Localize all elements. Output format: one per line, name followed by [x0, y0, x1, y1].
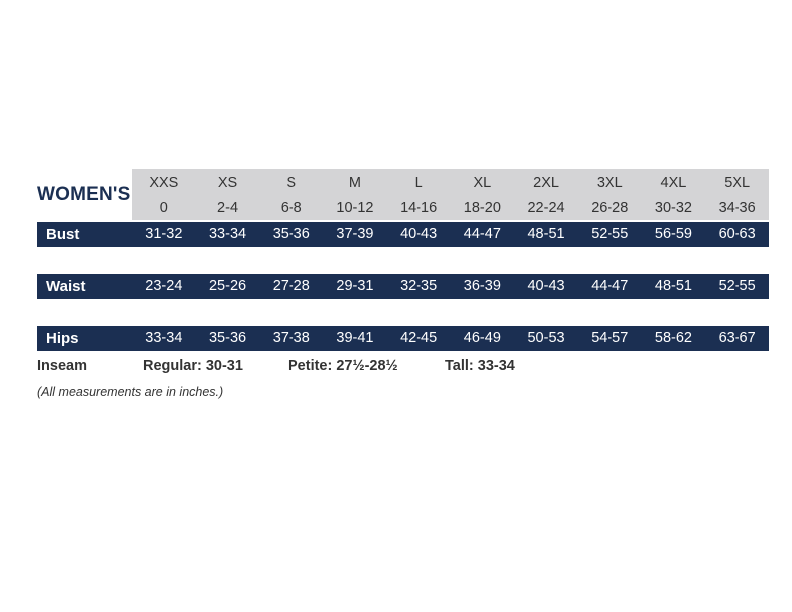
size-number: 26-28: [591, 200, 629, 216]
measurement-value: 31-32: [145, 226, 183, 242]
size-letter: XXS: [149, 175, 179, 191]
size-chart-title: WOMEN'S: [37, 184, 131, 205]
size-number: 10-12: [336, 200, 374, 216]
size-number: 2-4: [217, 200, 239, 216]
inseam-regular: Regular: 30-31: [143, 358, 243, 374]
measurement-value: 48-51: [654, 278, 692, 294]
size-number: 14-16: [400, 200, 438, 216]
measurement-value: 48-51: [527, 226, 565, 242]
measurement-value: 44-47: [591, 278, 629, 294]
measurement-value: 56-59: [654, 226, 692, 242]
measurement-value: 58-62: [654, 330, 692, 346]
measurement-value: 60-63: [718, 226, 756, 242]
size-number: 0: [159, 200, 168, 216]
measurement-value: 44-47: [463, 226, 501, 242]
measurement-value: 27-28: [272, 278, 310, 294]
measurement-value: 29-31: [336, 278, 374, 294]
size-letter: S: [286, 175, 297, 191]
measurement-value: 63-67: [718, 330, 756, 346]
measurement-value: 32-35: [400, 278, 438, 294]
measurement-row-hips: Hips 33-34 35-36 37-38 39-41 42-45 46-49 50-53…: [37, 326, 769, 351]
measurement-row-waist: Waist 23-24 25-26 27-28 29-31 32-35 36-39 40-4…: [37, 274, 769, 299]
row-label: Waist: [46, 278, 86, 295]
size-letter: 4XL: [660, 175, 687, 191]
measurement-row-bust: Bust 31-32 33-34 35-36 37-39 40-43 44-47 48-51…: [37, 222, 769, 247]
size-number: 6-8: [280, 200, 302, 216]
measurement-value: 52-55: [591, 226, 629, 242]
row-label: Bust: [46, 226, 80, 243]
measurement-value: 50-53: [527, 330, 565, 346]
measurement-value: 23-24: [145, 278, 183, 294]
measurement-value: 54-57: [591, 330, 629, 346]
size-number: 22-24: [527, 200, 565, 216]
size-letter: XL: [473, 175, 492, 191]
measurement-value: 33-34: [145, 330, 183, 346]
measurement-value: 39-41: [336, 330, 374, 346]
size-letter: XS: [217, 175, 238, 191]
row-label: Hips: [46, 330, 79, 347]
measurement-value: 33-34: [208, 226, 247, 242]
inseam-label: Inseam: [37, 358, 87, 374]
inseam-tall: Tall: 33-34: [445, 358, 515, 374]
size-letter: 2XL: [533, 175, 559, 191]
size-letter: L: [414, 175, 423, 191]
measurement-value: 35-36: [208, 330, 247, 346]
measurement-value: 40-43: [527, 278, 565, 294]
size-header: XXS XS S M L XL 2XL 3XL 4XL 5XL 0 2-4 6-8 10-12 14-16…: [132, 169, 769, 220]
size-letter: 3XL: [596, 175, 623, 191]
measurement-value: 35-36: [272, 226, 310, 242]
measurement-value: 36-39: [463, 278, 501, 294]
size-number: 30-32: [654, 200, 692, 216]
size-number: 18-20: [463, 200, 501, 216]
measurement-value: 42-45: [400, 330, 438, 346]
measurement-value: 37-38: [272, 330, 310, 346]
size-letter: M: [348, 175, 361, 191]
size-letter: 5XL: [724, 175, 751, 191]
measurement-value: 40-43: [400, 226, 438, 242]
measurement-note: (All measurements are in inches.): [37, 385, 224, 399]
inseam-petite: Petite: 27½-28½: [288, 358, 398, 374]
measurement-value: 46-49: [463, 330, 501, 346]
size-number: 34-36: [718, 200, 756, 216]
measurement-value: 37-39: [336, 226, 374, 242]
measurement-value: 25-26: [208, 278, 247, 294]
measurement-value: 52-55: [718, 278, 756, 294]
